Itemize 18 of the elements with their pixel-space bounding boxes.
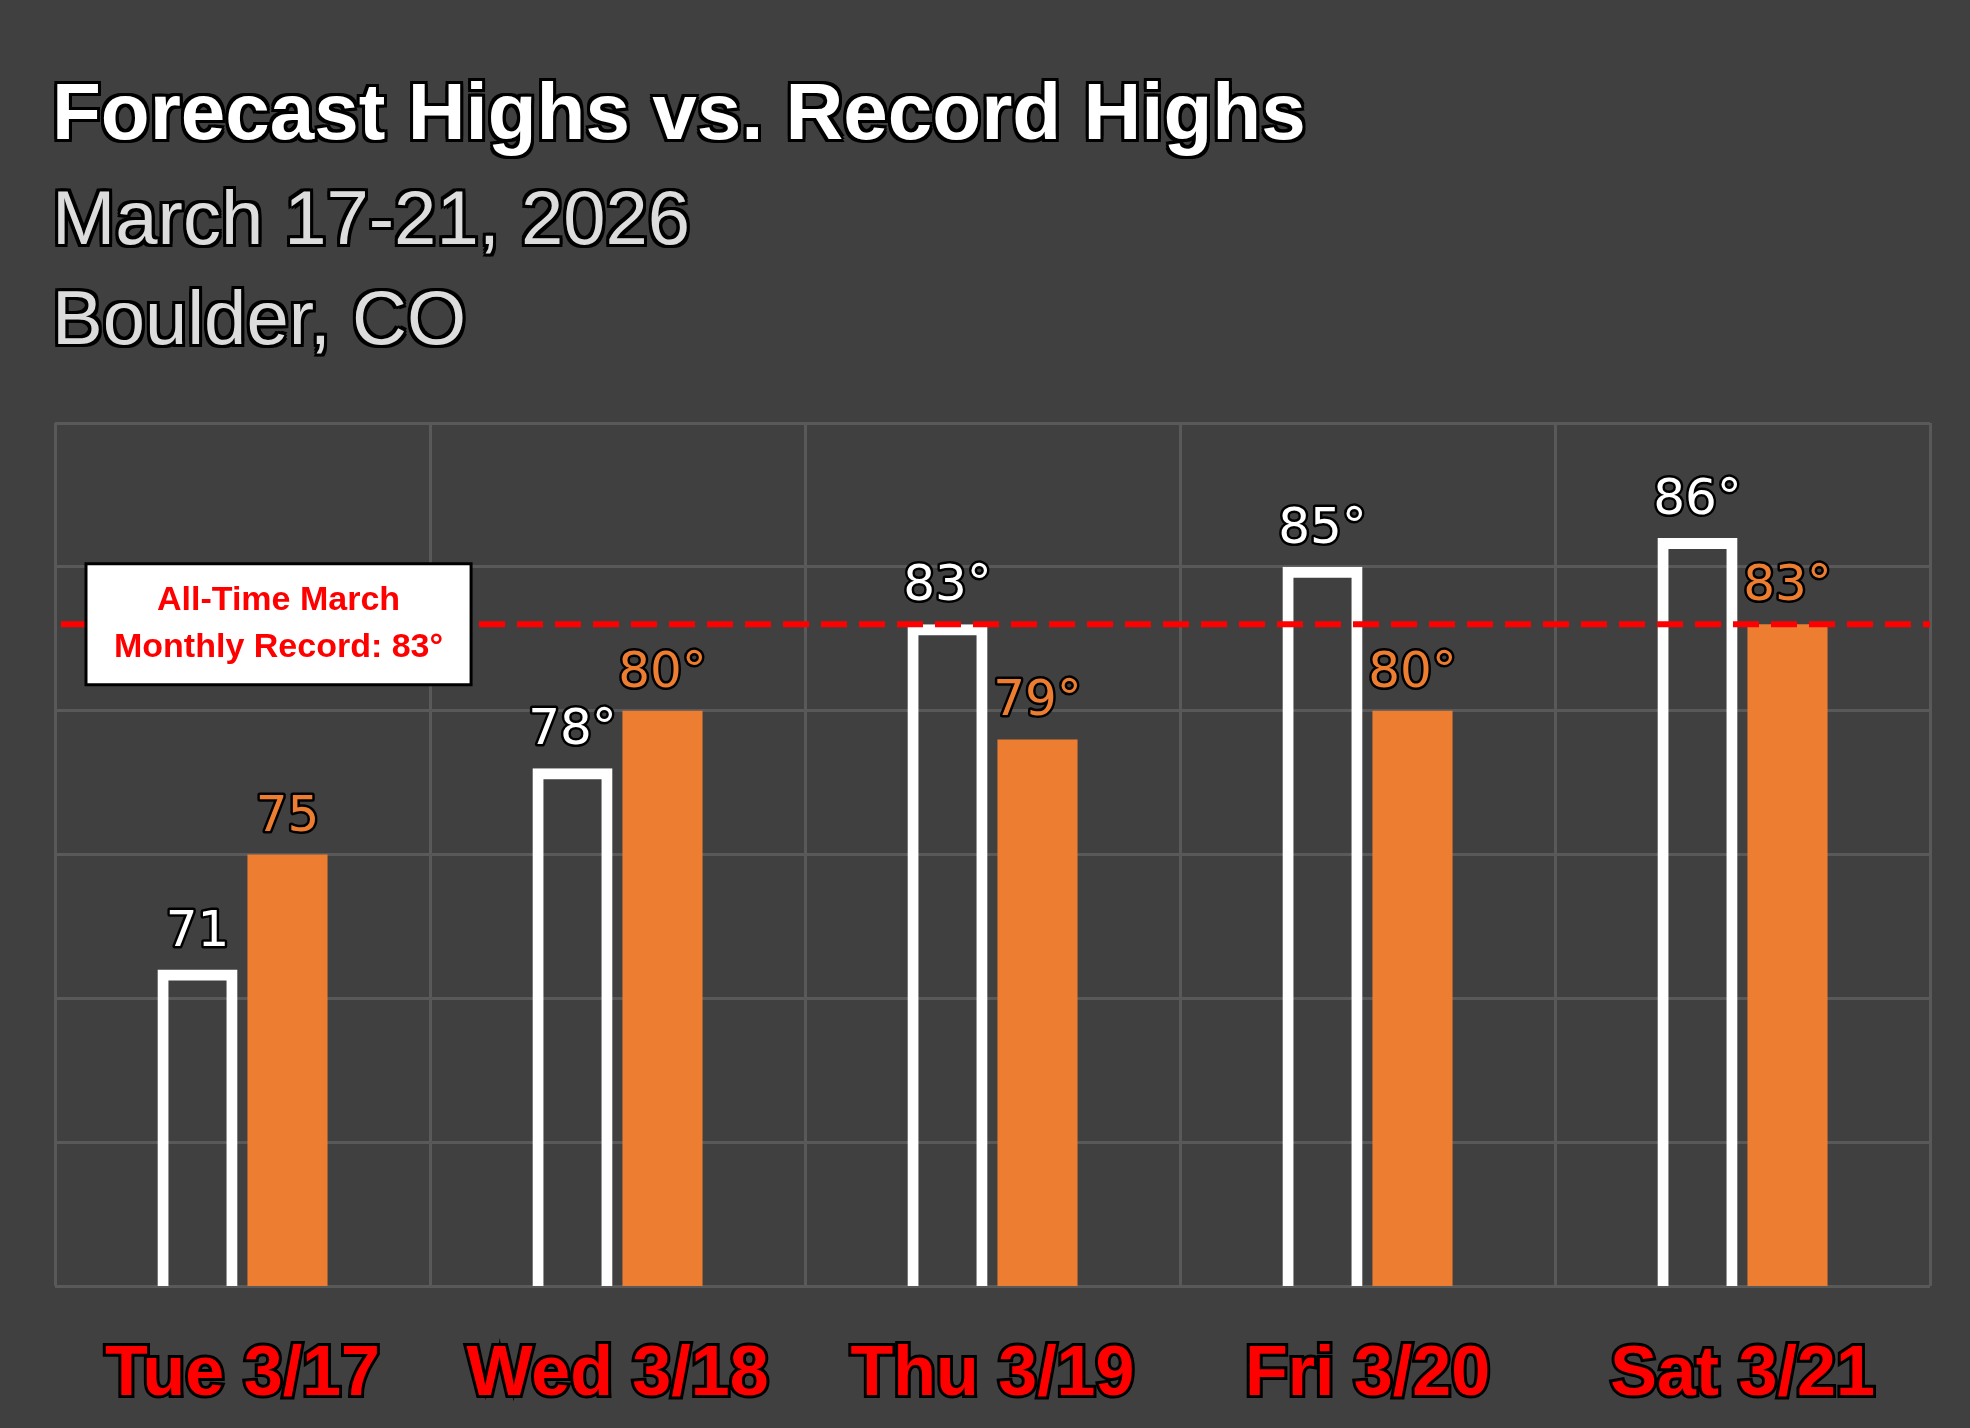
ref-line-label: All-Time March Monthly Record: 83° — [114, 579, 444, 665]
x-tick-label: Thu 3/19 — [850, 1332, 1135, 1411]
data-label: 78° — [528, 698, 617, 757]
data-label: 75 — [255, 784, 320, 843]
data-label: 85° — [1278, 496, 1367, 555]
data-label: 79° — [993, 669, 1082, 728]
x-tick-label: Fri 3/20 — [1244, 1332, 1491, 1411]
data-label: 80° — [1368, 640, 1457, 699]
data-label: 83° — [903, 554, 992, 613]
x-tick-label: Wed 3/18 — [466, 1332, 769, 1411]
x-tick-label: Sat 3/21 — [1610, 1332, 1875, 1411]
data-label: 80° — [618, 640, 707, 699]
data-label: 83° — [1743, 554, 1832, 613]
data-label: 71 — [165, 899, 230, 958]
chart-title: Forecast Highs vs. Record Highs — [52, 67, 1306, 156]
x-tick-label: Tue 3/17 — [105, 1332, 380, 1411]
data-label: 86° — [1653, 468, 1742, 527]
chart-subtitle: March 17-21, 2026 Boulder, CO — [52, 174, 690, 362]
